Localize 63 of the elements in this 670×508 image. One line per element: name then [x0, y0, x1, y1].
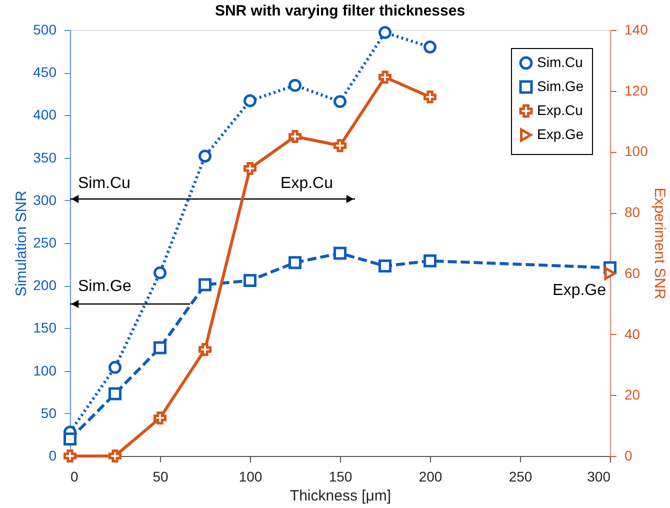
y2-tick-label: 140: [624, 22, 648, 38]
point: [198, 150, 212, 163]
chart-title: SNR with varying filter thicknesses: [214, 2, 466, 20]
y2-tick-label: 20: [624, 386, 640, 403]
point: [424, 90, 436, 104]
point: [154, 411, 166, 424]
point: [64, 432, 76, 446]
point: [244, 94, 256, 108]
x-tick-label: 100: [238, 468, 262, 484]
y2-axis-title: Experiment SNR: [650, 188, 668, 300]
y-tick-label: 250: [33, 234, 57, 250]
legend-label: Exp.Cu: [537, 102, 583, 118]
x-tick-label: 0: [70, 468, 78, 484]
point: [154, 341, 166, 354]
annotation: Sim.Cu: [78, 175, 130, 192]
y2-tick-label: 60: [624, 264, 640, 281]
y-tick-label: 400: [33, 106, 57, 123]
y-tick-label: 50: [40, 404, 57, 421]
y-tick-label: 100: [33, 362, 57, 378]
x-axis-title: Thickness [μm]: [290, 488, 392, 504]
point: [334, 139, 346, 152]
point: [244, 162, 256, 175]
point: [108, 387, 122, 400]
x-tick-label: 200: [418, 468, 442, 484]
y-tick-label: 150: [33, 320, 57, 336]
legend-label: Sim.Cu: [537, 54, 583, 70]
point: [288, 130, 302, 143]
y-tick-label: 500: [33, 22, 57, 38]
point: [198, 278, 212, 292]
y-tick-label: 350: [33, 149, 57, 166]
y2-tick-label: 120: [624, 82, 648, 98]
y-tick-label: 200: [33, 277, 57, 294]
point: [108, 360, 122, 374]
y-tick-label: 300: [33, 192, 57, 208]
y2-tick-label: 40: [624, 326, 640, 342]
y-axis-title: Simulation SNR: [13, 190, 30, 296]
point: [288, 256, 302, 270]
x-tick-label: 150: [328, 468, 352, 484]
point: [334, 95, 346, 108]
annotation: Exp.Ge: [552, 282, 606, 299]
point: [378, 260, 392, 272]
point: [604, 266, 616, 280]
annotation: Exp.Cu: [280, 175, 333, 192]
point: [424, 40, 436, 54]
legend-label: Sim.Ge: [537, 78, 584, 94]
x-tick-label: 250: [508, 468, 532, 484]
legend-label: Exp.Ge: [537, 126, 584, 142]
x-tick-label: 50: [152, 468, 168, 484]
point: [378, 70, 392, 84]
point: [378, 26, 392, 40]
point: [334, 246, 346, 260]
x-tick-label: 300: [587, 468, 611, 484]
y-tick-label: 450: [33, 64, 57, 80]
y-tick-label: 0: [48, 448, 57, 464]
point: [198, 343, 212, 356]
y2-tick-label: 100: [624, 143, 648, 160]
point: [154, 266, 166, 280]
point: [288, 78, 302, 92]
y2-tick-label: 80: [624, 204, 640, 220]
point: [244, 274, 256, 287]
annotation: Sim.Ge: [78, 278, 132, 295]
y2-tick-label: 0: [624, 448, 632, 464]
point: [424, 254, 436, 268]
